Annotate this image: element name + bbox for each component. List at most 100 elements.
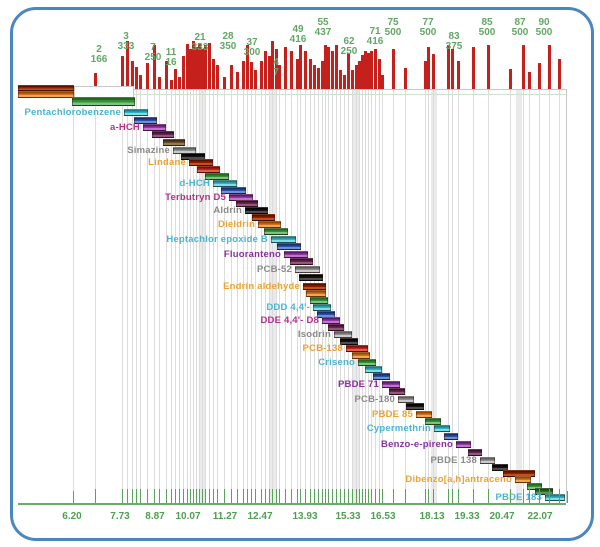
compound-label: Isodrin bbox=[297, 329, 331, 340]
lead-segment[interactable] bbox=[72, 97, 135, 106]
segment-Heptachlor epoxide B[interactable] bbox=[271, 236, 296, 243]
segment-Lindane[interactable] bbox=[189, 159, 213, 166]
segment-Criseno[interactable] bbox=[358, 359, 376, 366]
axis-tick bbox=[265, 489, 266, 503]
segment[interactable] bbox=[425, 418, 441, 425]
segment[interactable] bbox=[444, 433, 458, 440]
segment[interactable] bbox=[328, 324, 344, 331]
segment-Isodrin[interactable] bbox=[334, 331, 352, 338]
segment-PBDE 183[interactable] bbox=[545, 494, 565, 501]
axis-tick bbox=[291, 489, 292, 503]
segment[interactable] bbox=[236, 200, 258, 207]
peak-number: 62 bbox=[343, 36, 355, 47]
peak-number: 75 bbox=[387, 17, 399, 28]
segment-a-HCH[interactable] bbox=[143, 124, 166, 131]
segment[interactable] bbox=[306, 290, 326, 297]
segment-PBDE 85[interactable] bbox=[416, 411, 432, 418]
peak-gridline bbox=[217, 89, 218, 503]
peak-annotation: 49 416 bbox=[276, 25, 320, 45]
segment[interactable] bbox=[352, 352, 370, 359]
axis-tick bbox=[336, 489, 337, 503]
peak-bar bbox=[347, 53, 350, 89]
axis-tick bbox=[344, 489, 345, 503]
peak-number: 77 bbox=[422, 17, 434, 28]
cascade-pane-rightline bbox=[566, 89, 567, 503]
lead-segment[interactable] bbox=[18, 85, 74, 91]
segment-Dibenzo[a,h]antraceno[interactable] bbox=[515, 476, 531, 483]
peak-number: 87 bbox=[514, 17, 526, 28]
segment[interactable] bbox=[277, 243, 301, 250]
segment[interactable] bbox=[221, 187, 246, 194]
peak-bar bbox=[268, 56, 271, 89]
peak-gridline bbox=[154, 89, 155, 503]
segment-Aldrin[interactable] bbox=[245, 207, 268, 214]
peak-gridline bbox=[205, 89, 206, 503]
compound-label: Cypermethrin bbox=[366, 423, 431, 434]
axis-tick bbox=[190, 489, 191, 503]
peak-gridline bbox=[73, 89, 74, 503]
peak-bar bbox=[324, 45, 327, 89]
axis-tick bbox=[382, 489, 383, 503]
peak-bar bbox=[139, 75, 142, 89]
axis-tick bbox=[433, 489, 434, 503]
peak-gridline bbox=[199, 89, 200, 503]
segment[interactable] bbox=[252, 214, 275, 221]
segment[interactable] bbox=[205, 173, 229, 180]
peak-gridline bbox=[382, 89, 383, 503]
segment[interactable] bbox=[365, 366, 382, 373]
segment[interactable] bbox=[290, 258, 313, 265]
segment-PBDE 71[interactable] bbox=[382, 381, 400, 388]
grid-band bbox=[516, 89, 522, 503]
segment-DDE 4,4'- D8[interactable] bbox=[322, 317, 340, 324]
segment-PCB-138[interactable] bbox=[346, 345, 368, 352]
lead-segment[interactable] bbox=[18, 91, 74, 98]
axis-tick bbox=[348, 489, 349, 503]
segment[interactable] bbox=[134, 117, 157, 124]
segment-Cypermethrin[interactable] bbox=[434, 425, 450, 432]
segment[interactable] bbox=[527, 483, 542, 490]
segment[interactable] bbox=[468, 449, 482, 456]
peak-bar bbox=[447, 45, 450, 89]
peak-number: 90 bbox=[538, 17, 550, 28]
segment[interactable] bbox=[163, 139, 185, 146]
peak-number: 28 bbox=[222, 31, 234, 42]
axis-tick bbox=[352, 489, 353, 503]
segment[interactable] bbox=[535, 488, 553, 495]
segment[interactable] bbox=[340, 338, 358, 345]
segment-d-HCH[interactable] bbox=[213, 180, 237, 187]
peak-bar bbox=[182, 56, 185, 89]
peak-value: 416 bbox=[366, 36, 384, 47]
peak-number: 2 bbox=[96, 44, 102, 55]
peak-gridline bbox=[340, 89, 341, 503]
segment[interactable] bbox=[389, 388, 405, 395]
segment[interactable] bbox=[492, 464, 508, 471]
segment[interactable] bbox=[299, 274, 323, 281]
segment-PCB-52[interactable] bbox=[295, 266, 320, 273]
segment-Benzo-e-pireno[interactable] bbox=[456, 441, 471, 448]
segment[interactable] bbox=[152, 131, 174, 138]
segment-Dieldrin[interactable] bbox=[258, 221, 281, 228]
peak-value: 500 bbox=[384, 27, 402, 38]
peak-bar bbox=[327, 47, 330, 89]
segment[interactable] bbox=[310, 297, 328, 304]
segment[interactable] bbox=[373, 373, 390, 380]
peak-bar bbox=[126, 41, 129, 89]
peak-gridline bbox=[166, 89, 167, 503]
segment[interactable] bbox=[197, 166, 220, 173]
segment-DDD 4,4'-[interactable] bbox=[313, 304, 331, 311]
segment-PBDE 138[interactable] bbox=[480, 457, 495, 464]
peak-gridline bbox=[300, 89, 301, 503]
axis-tick bbox=[325, 489, 326, 503]
peak-gridline bbox=[375, 89, 376, 503]
segment-PCB-180[interactable] bbox=[398, 396, 414, 403]
axis-tick bbox=[448, 489, 449, 503]
segment-Endrin aldehyde[interactable] bbox=[303, 283, 326, 290]
segment[interactable] bbox=[406, 403, 424, 410]
segment-Pentachlorobenzene[interactable] bbox=[124, 109, 148, 116]
peak-gridline bbox=[231, 89, 232, 503]
compound-label: Pentachlorobenzene bbox=[24, 107, 121, 118]
peak-number: 3 bbox=[123, 31, 129, 42]
segment[interactable] bbox=[264, 228, 288, 235]
segment-Fluoranteno[interactable] bbox=[284, 251, 308, 258]
